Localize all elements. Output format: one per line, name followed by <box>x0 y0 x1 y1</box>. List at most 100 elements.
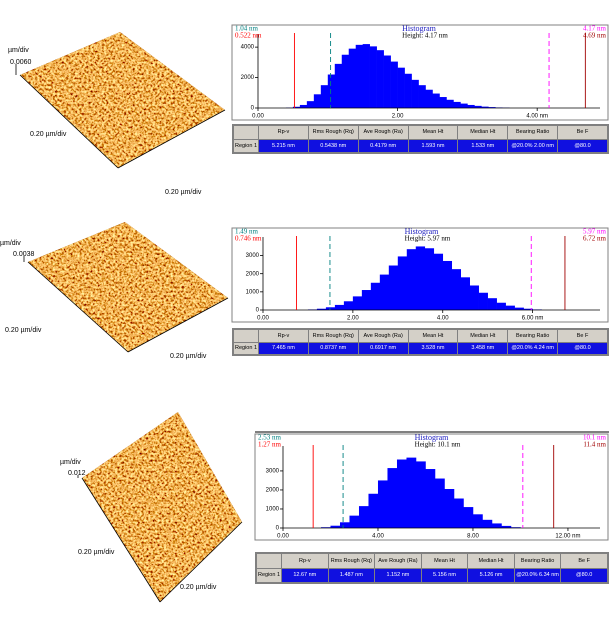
bar <box>478 292 488 310</box>
header-cell: Rms Rough (Rq) <box>307 125 359 140</box>
data-cell: 3.458 nm <box>457 341 509 355</box>
bar <box>439 97 447 108</box>
afm-axis <box>159 521 243 603</box>
chart-title: Histogram <box>402 24 437 33</box>
x-tick-label: 6.00 nm <box>522 316 544 322</box>
bar <box>316 308 327 310</box>
x-tick-label: 0.00 <box>252 114 264 120</box>
header-cell: Ave Rough (Ra) <box>374 553 422 569</box>
bar <box>433 253 444 310</box>
bar <box>362 44 370 108</box>
bar <box>472 514 483 528</box>
header-cell: Rp-v <box>258 329 309 343</box>
bar <box>424 248 435 310</box>
bar <box>327 74 336 108</box>
header-cell: Rms Rough (Rq) <box>307 329 359 343</box>
bar <box>496 302 506 310</box>
cursor-label: 11.4 nm <box>583 441 606 449</box>
header-cell: Bearing Ratio <box>507 125 559 140</box>
bar <box>487 298 497 310</box>
afm-x-label: 0.20 µm/div <box>5 327 42 334</box>
header-cell: Bearing Ratio <box>507 329 559 343</box>
header-cell: Be F <box>557 125 608 140</box>
y-tick-label: 4000 <box>241 45 255 51</box>
bar <box>349 515 360 528</box>
bar <box>341 54 350 108</box>
bar <box>406 249 417 310</box>
y-tick-label: 0 <box>256 308 260 314</box>
afm-surface <box>82 412 242 602</box>
data-cell: 0.5438 nm <box>307 138 359 153</box>
cursor-label: 4.17 nm <box>583 25 607 33</box>
histogram: 0 1000 2000 3000 0.00 4.00 8.00 12.00 nm 2.53 nm… <box>254 433 609 541</box>
bar <box>334 63 343 108</box>
histogram: 0 2000 4000 0.00 2.00 4.00 nm 1.04 nm0.522 nm 4… <box>231 24 609 121</box>
stats-table: Rp-v Rms Rough (Rq) Ave Rough (Ra) Mean Ht M… <box>255 552 609 584</box>
data-cell: @20.0% 6.34 nm <box>513 567 562 583</box>
data-cell: 12.67 nm <box>281 567 329 583</box>
chart-subtitle: Height: 4.17 nm <box>402 32 448 40</box>
data-cell: 0.4179 nm <box>357 138 409 153</box>
data-cell: 3.528 nm <box>407 341 459 355</box>
bar <box>469 285 479 310</box>
x-tick-label: 0.00 <box>257 316 269 322</box>
bar <box>397 256 408 310</box>
bar <box>406 457 417 528</box>
chart-subtitle: Height: 5.97 nm <box>405 235 451 243</box>
afm-x-label: 0.20 µm/div <box>78 549 115 556</box>
afm-z-label: µm/div <box>8 47 29 54</box>
bar <box>463 507 474 528</box>
x-tick-label: 4.00 <box>372 534 384 540</box>
bar <box>415 246 426 310</box>
bar <box>376 50 384 108</box>
bar <box>460 277 470 310</box>
header-cell: Ave Rough (Ra) <box>357 125 409 140</box>
header-cell: Median Ht <box>467 553 515 569</box>
cursor-label: 0.746 nm <box>235 235 262 243</box>
header-cell: Ave Rough (Ra) <box>357 329 409 343</box>
bar <box>453 101 461 108</box>
bar <box>369 46 377 108</box>
header-cell: Bearing Ratio <box>513 553 562 569</box>
header-cell: Median Ht <box>457 329 509 343</box>
afm-x-label: 0.20 µm/div <box>30 131 67 138</box>
x-tick-label: 2.00 <box>392 114 404 120</box>
stats-table: Rp-v Rms Rough (Rq) Ave Rough (Ra) Mean Ht M… <box>232 124 609 154</box>
afm-axis <box>117 109 226 169</box>
data-cell: @80.0 <box>557 138 608 153</box>
corner-cell <box>233 329 259 343</box>
y-tick-label: 2000 <box>266 488 280 494</box>
row-label: Region 1 <box>233 138 259 153</box>
bar <box>415 461 426 528</box>
bar <box>348 48 357 108</box>
bar <box>292 106 301 108</box>
data-cell: @80.0 <box>560 567 608 583</box>
cursor-label: 10.1 nm <box>583 434 607 442</box>
bar <box>334 304 345 310</box>
afm-z-value: 0.0038 <box>13 251 35 258</box>
afm-z-label: µm/div <box>0 240 21 247</box>
bar <box>306 101 315 108</box>
x-tick-label: 2.00 <box>347 316 359 322</box>
data-cell: 5.215 nm <box>258 138 309 153</box>
bar <box>444 489 455 528</box>
chart-title: Histogram <box>415 433 450 442</box>
data-cell: 7.465 nm <box>258 341 309 355</box>
header-cell: Be F <box>557 329 608 343</box>
bar <box>481 106 489 108</box>
data-cell: 5.126 nm <box>467 567 515 583</box>
y-tick-label: 2000 <box>246 271 260 277</box>
bar <box>491 523 502 528</box>
bar <box>330 525 341 528</box>
header-cell: Median Ht <box>457 125 509 140</box>
afm-y-label: 0.20 µm/div <box>180 584 217 591</box>
histogram: 0 1000 2000 3000 0.00 2.00 4.00 6.00 nm 1.49 nm0… <box>231 227 609 323</box>
bar <box>501 525 512 528</box>
afm-axis <box>81 477 161 603</box>
bar <box>425 89 433 108</box>
bar <box>442 260 453 310</box>
row-label: Region 1 <box>233 341 259 355</box>
y-tick-label: 2000 <box>241 75 255 81</box>
